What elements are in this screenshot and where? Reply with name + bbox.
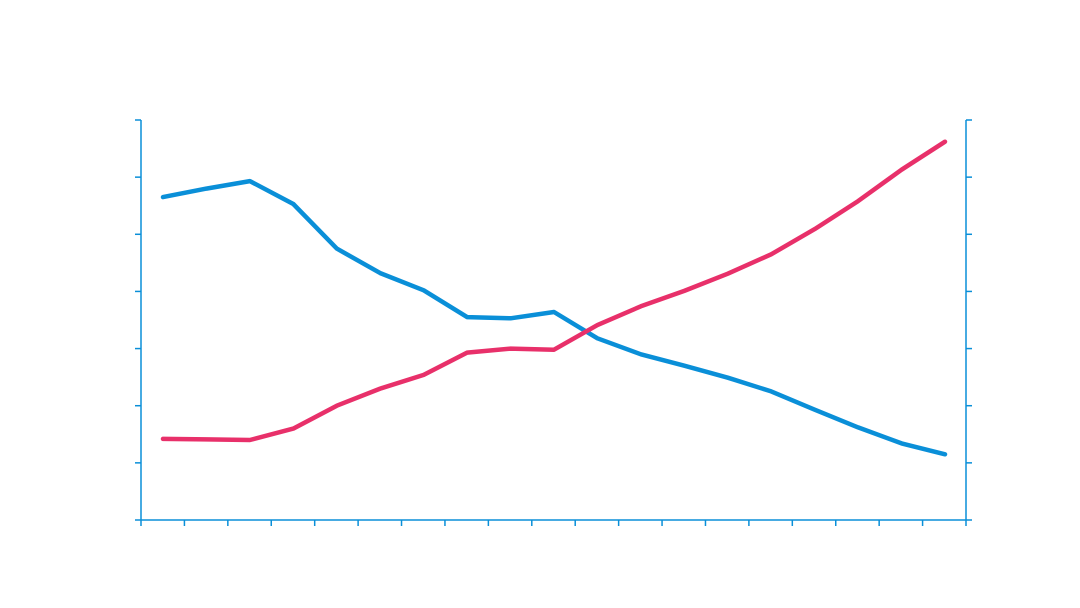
chart-series xyxy=(160,139,948,457)
pink-series-line xyxy=(160,139,948,443)
chart-axes xyxy=(135,119,972,526)
blue-series-line xyxy=(160,178,948,457)
